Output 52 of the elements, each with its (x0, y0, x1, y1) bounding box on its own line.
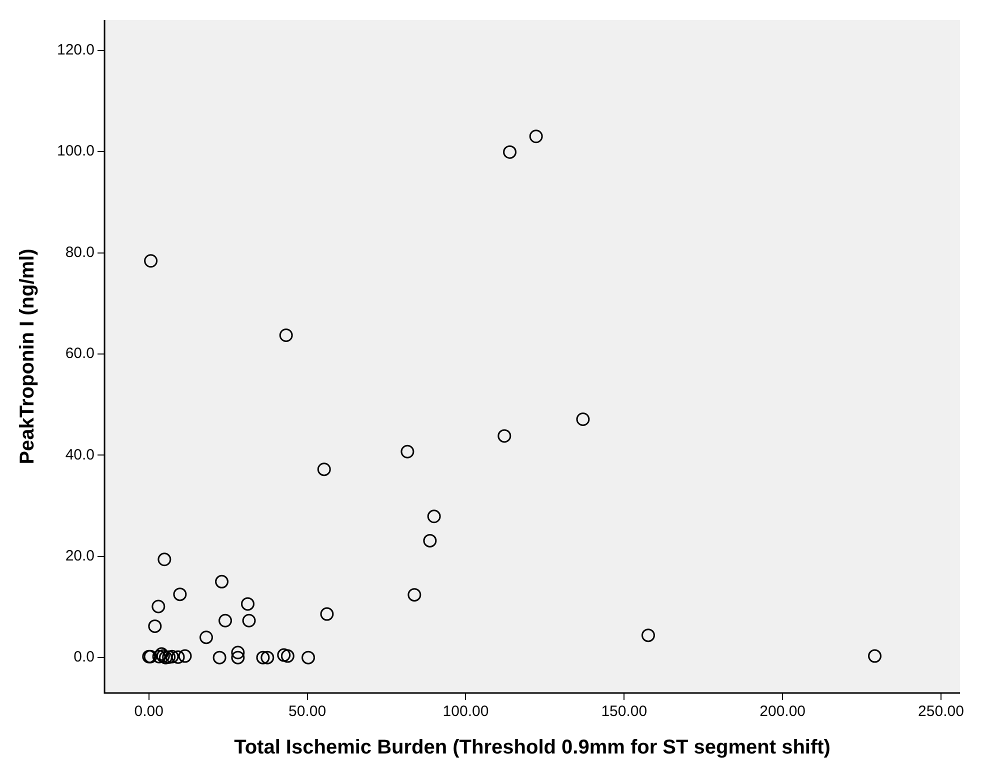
point (423, 534, 437, 548)
x-tick-label: 0.00 (134, 703, 164, 720)
y-axis-title: PeakTroponin I (ng/ml) (16, 248, 39, 464)
x-tick-label: 100.00 (442, 703, 489, 720)
y-tick-label: 40.0 (65, 446, 95, 464)
y-tick-label: 60.0 (65, 345, 95, 362)
point (576, 412, 590, 426)
point (279, 328, 293, 342)
point (215, 574, 229, 588)
point (178, 649, 192, 663)
point (280, 649, 294, 663)
point (212, 650, 226, 664)
point (231, 646, 245, 660)
point (427, 510, 441, 524)
point (165, 650, 179, 664)
x-tick-label: 250.00 (918, 703, 964, 720)
point (408, 588, 422, 602)
x-tick-label: 50.00 (288, 703, 326, 720)
point (320, 607, 334, 621)
x-axis-title: Total Ischemic Burden (Threshold 0.9mm for ST segment shift) (234, 736, 830, 759)
y-tick-label: 80.0 (65, 244, 95, 261)
point (173, 588, 187, 602)
point (529, 130, 543, 144)
point (231, 650, 245, 664)
point (260, 650, 274, 664)
point (302, 650, 316, 664)
y-tick-label: 100.0 (56, 142, 95, 160)
point (171, 650, 185, 664)
point (199, 630, 213, 644)
point (277, 648, 291, 662)
y-tick-label: 20.0 (65, 548, 95, 565)
point (503, 145, 517, 159)
x-tick-label: 150.00 (601, 703, 648, 720)
point (158, 552, 172, 566)
point (148, 619, 162, 633)
x-tick-label: 200.00 (760, 703, 806, 720)
point (152, 600, 166, 614)
point (400, 444, 414, 458)
point (641, 628, 655, 642)
point (868, 649, 882, 663)
point (144, 254, 158, 268)
y-tick-label: 120.0 (56, 42, 95, 58)
point (152, 650, 166, 664)
point (498, 429, 512, 443)
point (162, 650, 176, 664)
point (218, 614, 232, 628)
point (158, 650, 172, 664)
point (242, 614, 256, 628)
y-tick-label: 0.0 (74, 648, 95, 666)
point (317, 462, 331, 476)
point (241, 597, 254, 611)
point (256, 650, 270, 664)
